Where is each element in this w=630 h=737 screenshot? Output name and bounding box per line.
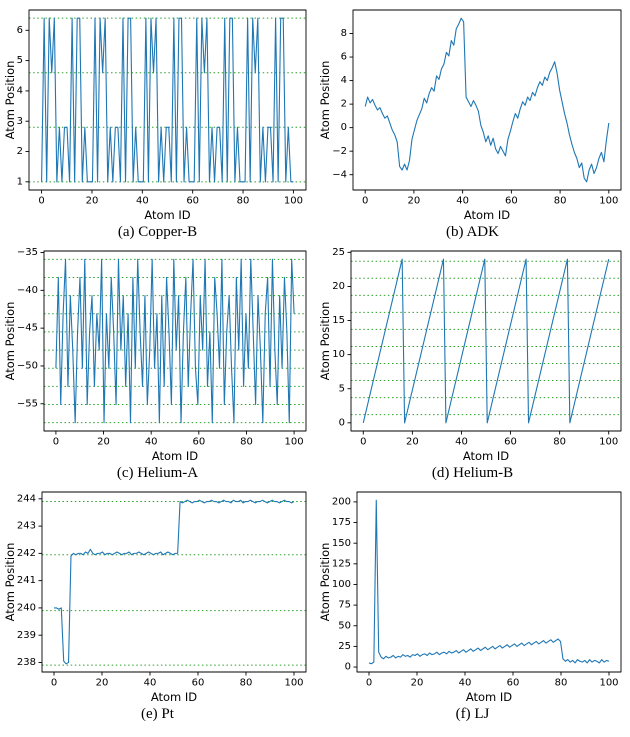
subplot-adk: (b) ADK bbox=[315, 3, 630, 242]
subplot-caption-helium-a: (c) Helium-A bbox=[116, 465, 199, 481]
subplot-copper-b: (a) Copper-B bbox=[0, 3, 315, 242]
subplot-caption-helium-b: (d) Helium-B bbox=[431, 465, 514, 481]
subplot-helium-a: (c) Helium-A bbox=[0, 244, 315, 483]
chart-canvas-helium-b bbox=[315, 244, 630, 464]
chart-canvas-helium-a bbox=[0, 244, 315, 464]
subplot-caption-copper-b: (a) Copper-B bbox=[117, 224, 198, 240]
subplot-caption-pt: (e) Pt bbox=[141, 706, 174, 722]
subplot-caption-lj: (f) LJ bbox=[455, 706, 490, 722]
chart-canvas-adk bbox=[315, 3, 630, 223]
subplot-helium-b: (d) Helium-B bbox=[315, 244, 630, 483]
chart-canvas-copper-b bbox=[0, 3, 315, 223]
chart-canvas-lj bbox=[315, 485, 630, 705]
subplot-lj: (f) LJ bbox=[315, 485, 630, 724]
chart-canvas-pt bbox=[0, 485, 315, 705]
subplot-caption-adk: (b) ADK bbox=[446, 224, 499, 240]
subplot-pt: (e) Pt bbox=[0, 485, 315, 724]
